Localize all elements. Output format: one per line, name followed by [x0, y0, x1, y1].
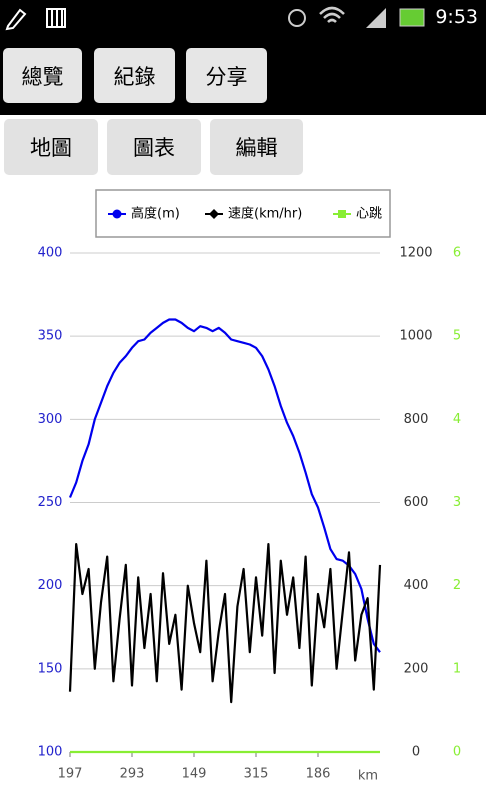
legend-label: 速度(km/hr): [228, 206, 302, 222]
tick-label: 4: [453, 412, 461, 427]
tick-label: 300: [38, 412, 63, 427]
share-button[interactable]: 分享: [186, 48, 267, 103]
tick-label: 800: [404, 412, 429, 427]
x-tick-label: 293: [120, 767, 145, 782]
tick-label: 1000: [399, 329, 432, 344]
tick-label: 150: [38, 661, 63, 676]
tick-label: 100: [38, 745, 63, 760]
legend-marker: [338, 210, 346, 218]
clock: 9:53: [435, 6, 478, 28]
status-icons-right: [288, 6, 425, 28]
tick-label: 200: [38, 578, 63, 593]
tick-label: 0: [412, 745, 420, 760]
tick-label: 0: [453, 745, 461, 760]
tick-label: 3: [453, 495, 461, 510]
legend-marker: [209, 209, 219, 219]
x-tick-label: 315: [244, 767, 269, 782]
series-line: [68, 318, 381, 653]
series-line: [68, 543, 382, 704]
tick-label: 350: [38, 329, 63, 344]
x-tick-label: 149: [182, 767, 207, 782]
x-tick-label: 197: [58, 767, 83, 782]
chart: km 1001502002503003504000200400600800100…: [38, 189, 461, 784]
records-button[interactable]: 紀錄: [94, 48, 175, 103]
status-bar: 9:53: [0, 0, 486, 36]
overview-button[interactable]: 總覽: [3, 48, 82, 103]
map-button[interactable]: 地圖: [4, 119, 98, 175]
legend-marker: [112, 209, 122, 219]
x-axis-label: km: [358, 769, 378, 784]
status-icons: [5, 8, 66, 31]
tick-label: 400: [38, 246, 63, 261]
x-tick-label: 186: [306, 767, 331, 782]
chart-button[interactable]: 圖表: [107, 119, 201, 175]
legend-label: 心跳: [356, 207, 382, 222]
tick-label: 400: [404, 578, 429, 593]
tick-label: 1: [453, 661, 461, 676]
tick-label: 6: [453, 246, 461, 261]
legend-label: 高度(m): [131, 206, 180, 222]
tick-label: 200: [404, 661, 429, 676]
tick-label: 250: [38, 495, 63, 510]
tick-label: 5: [453, 329, 461, 344]
edit-button[interactable]: 編輯: [210, 119, 303, 175]
tick-label: 1200: [399, 246, 432, 261]
tick-label: 600: [404, 495, 429, 510]
tick-label: 2: [453, 578, 461, 593]
